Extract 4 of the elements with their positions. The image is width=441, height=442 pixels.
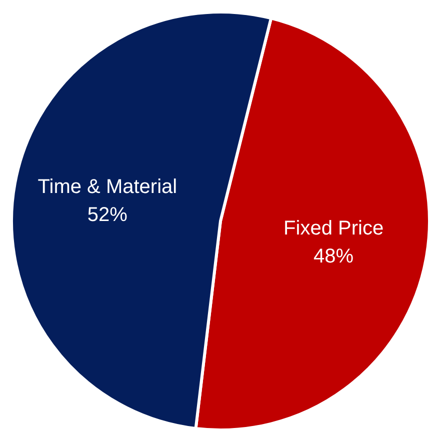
data-label: 52% [87,204,128,226]
data-label: 48% [314,245,354,268]
slice-label: Fixed Price [284,217,384,240]
slice-label: Time & Material [38,176,178,198]
